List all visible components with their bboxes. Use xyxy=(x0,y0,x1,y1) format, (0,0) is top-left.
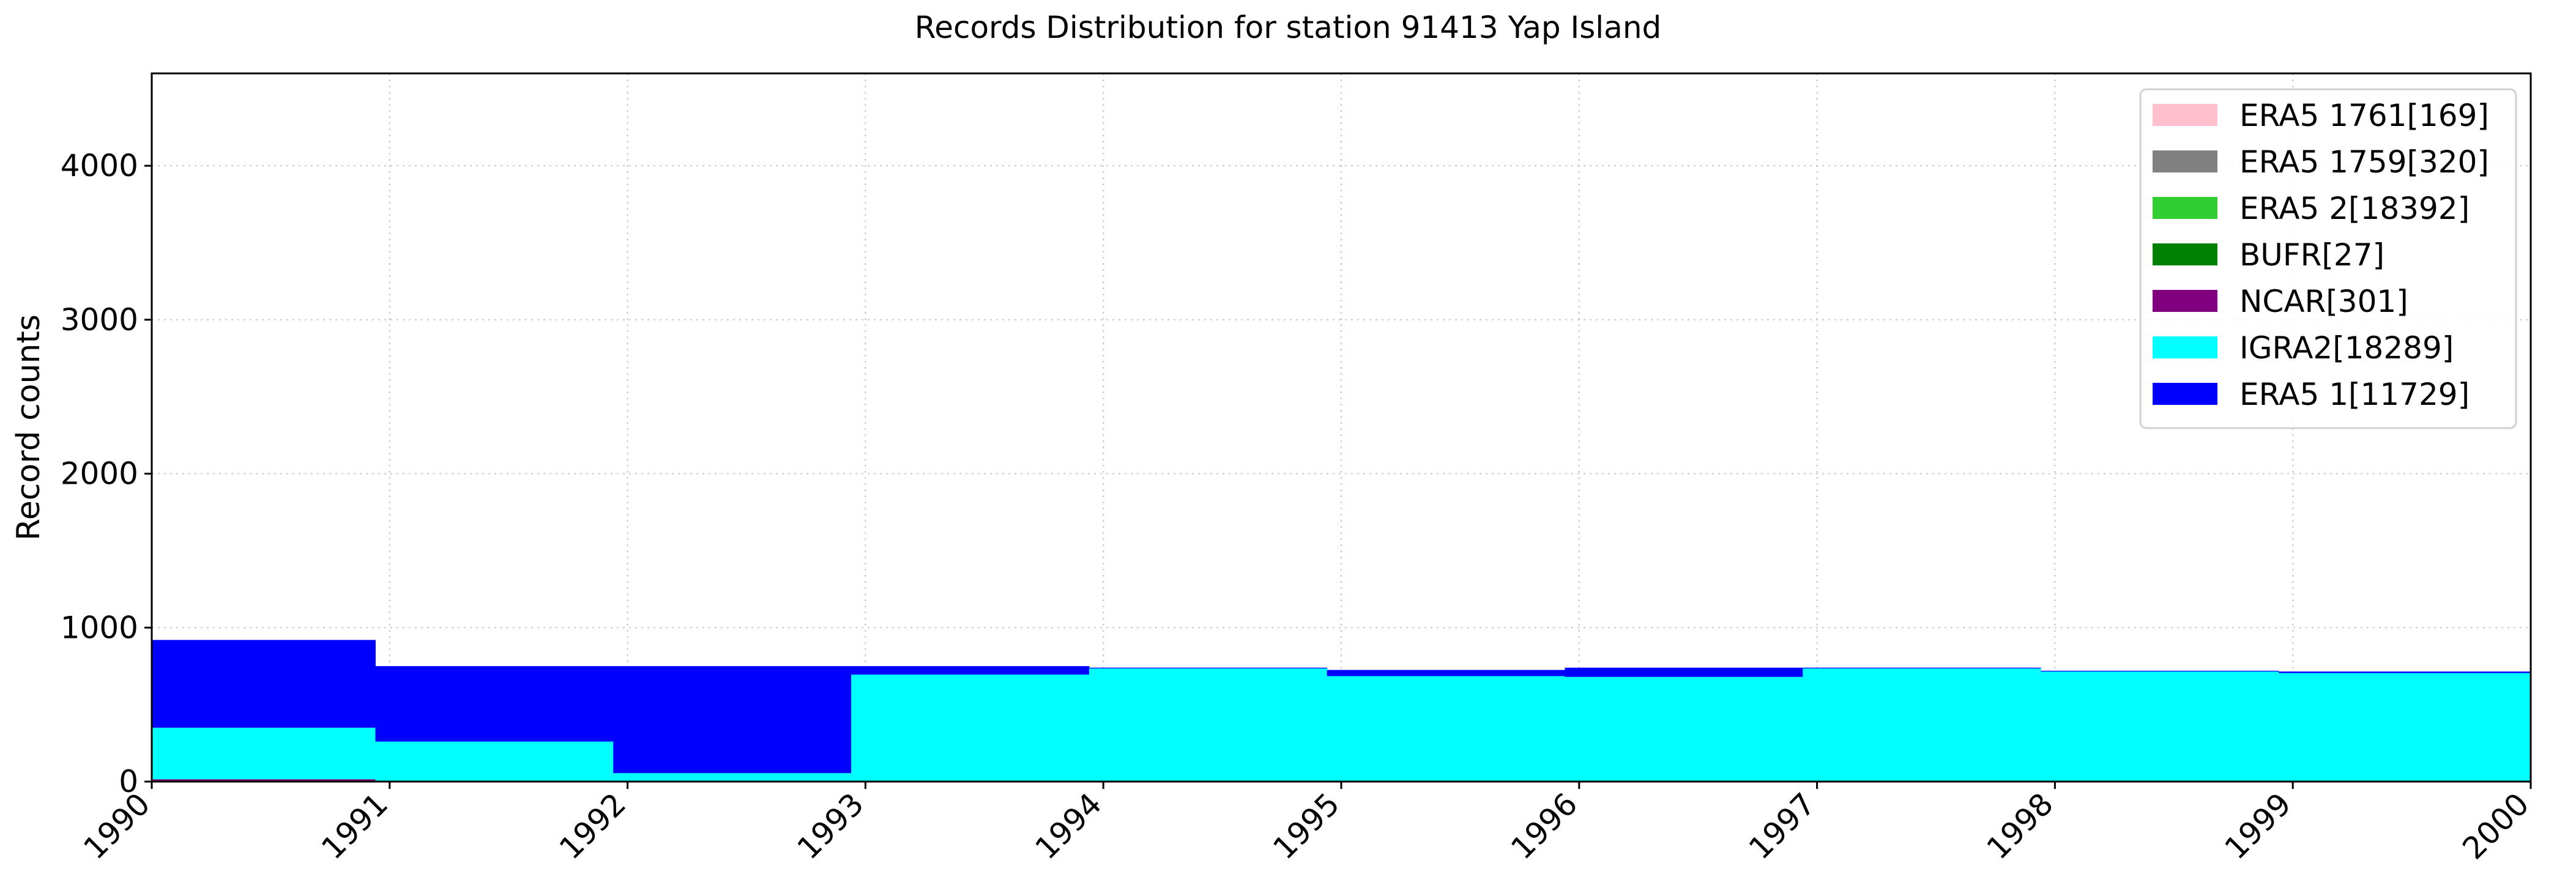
bar-segment xyxy=(375,741,614,781)
bar-segment xyxy=(851,666,1090,675)
x-tick-label: 1998 xyxy=(1980,786,2060,866)
legend-label: NCAR[301] xyxy=(2239,284,2408,319)
legend-label: ERA5 2[18392] xyxy=(2239,191,2470,226)
legend: ERA5 1761[169] ERA5 1759[320] ERA5 2[18392… xyxy=(2139,88,2517,429)
legend-swatch xyxy=(2153,150,2217,172)
x-tick-label: 1997 xyxy=(1742,786,1822,866)
legend-label: BUFR[27] xyxy=(2239,237,2384,273)
bar-segment xyxy=(2278,673,2531,782)
legend-label: ERA5 1[11729] xyxy=(2239,377,2470,412)
x-tick-label: 2000 xyxy=(2455,786,2536,866)
chart-title: Records Distribution for station 91413 Y… xyxy=(915,10,1662,45)
legend-label: ERA5 1761[169] xyxy=(2239,98,2489,133)
legend-swatch xyxy=(2153,243,2217,265)
legend-swatch xyxy=(2153,290,2217,312)
x-tick-label: 1990 xyxy=(76,786,157,866)
y-axis-label: Record counts xyxy=(10,314,47,541)
legend-label: IGRA2[18289] xyxy=(2239,330,2454,366)
x-tick-label: 1992 xyxy=(553,786,633,866)
bar-segment xyxy=(152,779,376,782)
bar-segment xyxy=(613,773,852,782)
bar-segment xyxy=(152,640,376,728)
bar-segment xyxy=(1565,676,1803,782)
legend-swatch xyxy=(2153,336,2217,358)
y-tick-label: 2000 xyxy=(61,456,138,492)
x-tick-label: 1999 xyxy=(2218,786,2298,866)
legend-label: ERA5 1759[320] xyxy=(2239,144,2489,180)
bar-segment xyxy=(2278,672,2531,673)
x-axis-ticks: 1990 1991 1992 1993 1994 1995 1996 1997 1998 1999… xyxy=(76,782,2536,866)
stacked-area-plot xyxy=(152,640,2531,782)
bar-segment xyxy=(2041,672,2279,782)
x-tick-label: 1996 xyxy=(1504,786,1584,866)
bar-segment xyxy=(1327,676,1565,782)
bar-segment xyxy=(1565,667,1803,677)
bar-segment xyxy=(2041,670,2279,672)
x-tick-label: 1994 xyxy=(1029,786,1109,866)
x-tick-label: 1991 xyxy=(315,786,395,866)
y-axis-ticks: 0 1000 2000 3000 4000 xyxy=(61,148,152,799)
bar-segment xyxy=(375,666,614,742)
y-tick-label: 3000 xyxy=(61,302,138,338)
bar-segment xyxy=(851,675,1090,782)
bar-segment xyxy=(152,727,376,780)
bar-segment xyxy=(1089,668,1328,782)
bar-segment xyxy=(613,666,852,774)
bar-segment xyxy=(1803,668,2041,782)
y-tick-label: 1000 xyxy=(61,610,138,645)
y-tick-label: 0 xyxy=(119,764,138,799)
y-tick-label: 4000 xyxy=(61,148,138,183)
legend-box xyxy=(2139,88,2517,429)
x-tick-label: 1993 xyxy=(791,786,871,866)
legend-swatch xyxy=(2153,104,2217,126)
bar-segment xyxy=(1327,670,1565,676)
legend-swatch xyxy=(2153,383,2217,405)
x-tick-label: 1995 xyxy=(1266,786,1346,866)
legend-swatch xyxy=(2153,197,2217,219)
